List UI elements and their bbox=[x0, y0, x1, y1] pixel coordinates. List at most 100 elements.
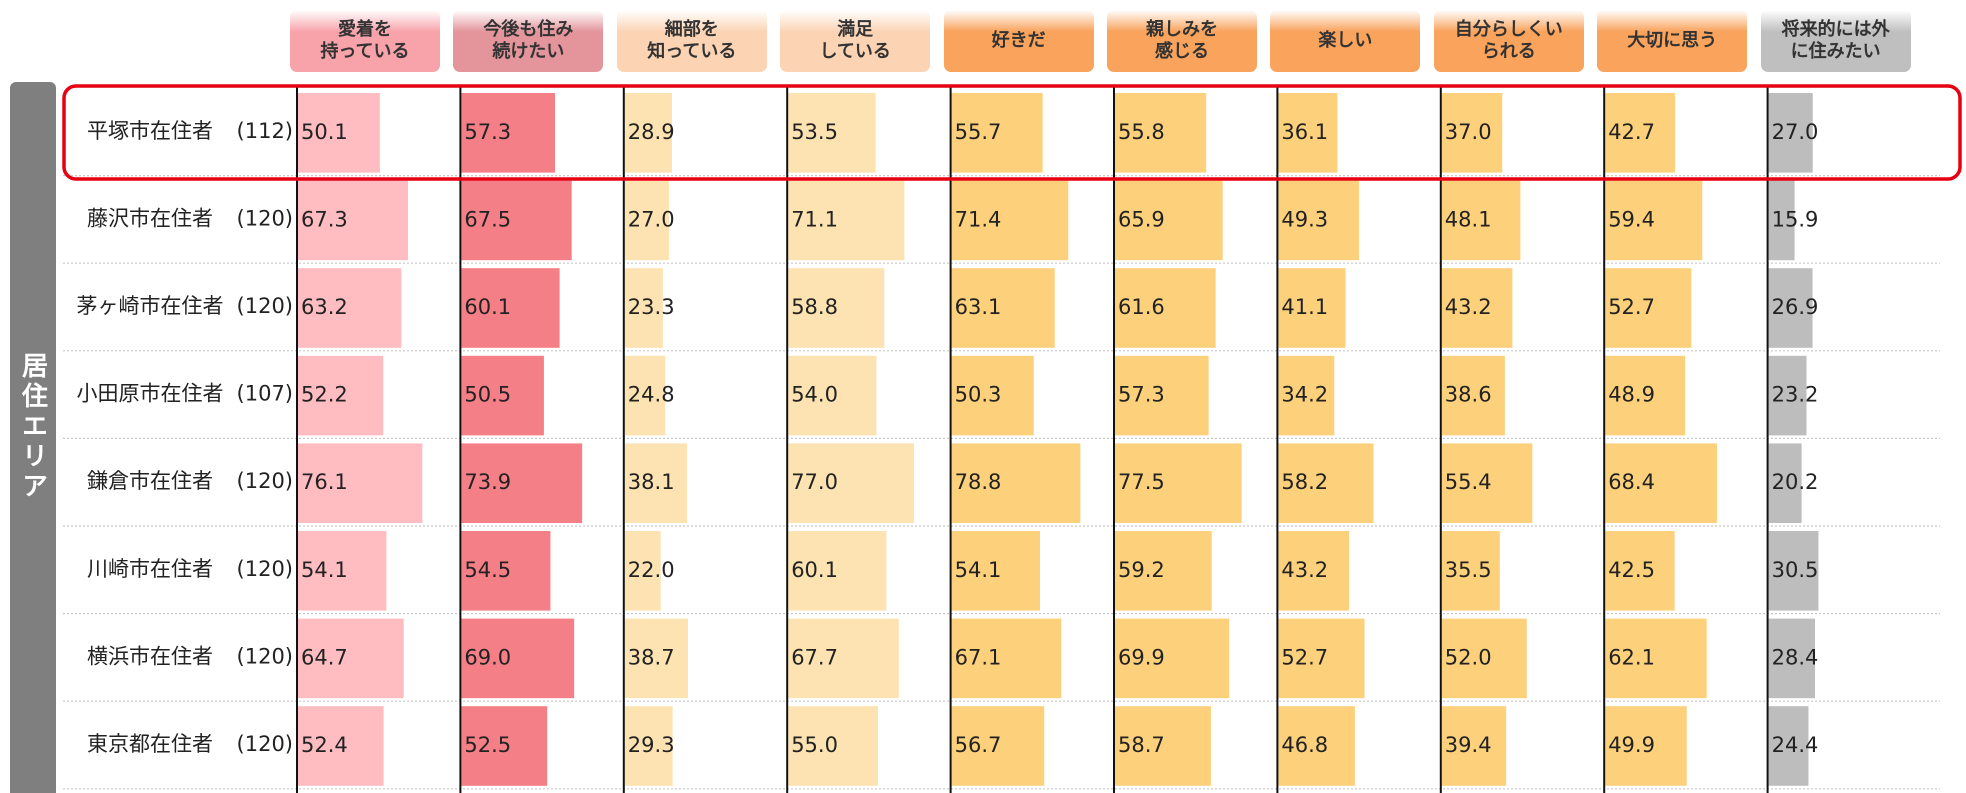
value-label: 61.6 bbox=[1118, 295, 1165, 319]
bar bbox=[298, 531, 387, 611]
row-label: 鎌倉市在住者 bbox=[87, 469, 213, 493]
bar bbox=[1441, 180, 1521, 261]
value-label: 23.2 bbox=[1772, 383, 1819, 407]
bar bbox=[788, 268, 885, 348]
bar bbox=[624, 268, 663, 348]
value-label: 48.9 bbox=[1608, 383, 1655, 407]
value-label: 41.1 bbox=[1281, 295, 1328, 319]
bar bbox=[298, 268, 402, 348]
bar bbox=[1115, 706, 1211, 786]
value-label: 27.0 bbox=[628, 207, 675, 231]
bar bbox=[1605, 355, 1686, 436]
row-label: 東京都在住者 bbox=[87, 732, 213, 756]
value-label: 38.6 bbox=[1445, 383, 1492, 407]
bar bbox=[951, 180, 1069, 261]
value-label: 50.3 bbox=[955, 383, 1002, 407]
bar bbox=[624, 618, 689, 699]
sample-size: (107) bbox=[237, 382, 293, 406]
value-label: 49.3 bbox=[1281, 207, 1328, 231]
value-label: 35.5 bbox=[1445, 558, 1492, 582]
bar bbox=[1278, 355, 1335, 436]
value-label: 29.3 bbox=[628, 733, 675, 757]
value-label: 58.7 bbox=[1118, 733, 1165, 757]
value-label: 68.4 bbox=[1608, 470, 1655, 494]
bar bbox=[461, 355, 544, 436]
row-label: 横浜市在住者 bbox=[87, 644, 213, 668]
value-label: 27.0 bbox=[1772, 120, 1819, 144]
value-label: 49.9 bbox=[1608, 733, 1655, 757]
value-label: 39.4 bbox=[1445, 733, 1492, 757]
bar bbox=[1441, 443, 1533, 523]
bar bbox=[1605, 618, 1707, 699]
bar bbox=[461, 531, 551, 611]
value-label: 57.3 bbox=[464, 120, 511, 144]
bar bbox=[624, 180, 669, 261]
column-header: 親しみを 感じる bbox=[1107, 10, 1257, 72]
bar bbox=[1115, 93, 1207, 173]
bar bbox=[1605, 531, 1675, 611]
value-label: 50.5 bbox=[464, 383, 511, 407]
value-label: 52.7 bbox=[1281, 645, 1328, 669]
bar bbox=[951, 443, 1081, 523]
bar bbox=[788, 443, 915, 523]
bar bbox=[298, 443, 423, 523]
value-label: 28.4 bbox=[1772, 645, 1819, 669]
value-label: 58.8 bbox=[791, 295, 838, 319]
bar bbox=[298, 180, 408, 261]
bar bbox=[1441, 355, 1505, 436]
bar bbox=[951, 93, 1043, 173]
value-label: 58.2 bbox=[1281, 470, 1328, 494]
bar bbox=[624, 93, 673, 173]
value-label: 52.5 bbox=[464, 733, 511, 757]
value-label: 36.1 bbox=[1281, 120, 1328, 144]
bar bbox=[461, 618, 575, 699]
bar bbox=[1115, 443, 1242, 523]
bar bbox=[788, 180, 905, 261]
bar bbox=[1278, 706, 1355, 786]
bar bbox=[1115, 268, 1216, 348]
value-label: 67.5 bbox=[464, 207, 511, 231]
value-label: 77.5 bbox=[1118, 470, 1165, 494]
bar bbox=[1605, 180, 1703, 261]
bar bbox=[1768, 268, 1813, 348]
bar bbox=[1278, 443, 1374, 523]
bar bbox=[624, 355, 666, 436]
value-label: 22.0 bbox=[628, 558, 675, 582]
bar bbox=[1278, 618, 1365, 699]
bar bbox=[951, 706, 1045, 786]
bar bbox=[624, 706, 673, 786]
value-label: 59.4 bbox=[1608, 207, 1655, 231]
bar bbox=[1278, 531, 1349, 611]
value-label: 76.1 bbox=[301, 470, 348, 494]
bar bbox=[1605, 443, 1717, 523]
value-label: 54.1 bbox=[301, 558, 348, 582]
value-label: 57.3 bbox=[1118, 383, 1165, 407]
column-header: 好きだ bbox=[943, 10, 1094, 72]
bar bbox=[1278, 268, 1346, 348]
bar bbox=[1768, 93, 1813, 173]
bar bbox=[461, 706, 548, 786]
value-label: 52.7 bbox=[1608, 295, 1655, 319]
value-label: 69.0 bbox=[464, 645, 511, 669]
value-label: 54.1 bbox=[955, 558, 1002, 582]
value-label: 77.0 bbox=[791, 470, 838, 494]
sample-size: (120) bbox=[237, 732, 293, 756]
value-label: 52.0 bbox=[1445, 645, 1492, 669]
value-label: 71.1 bbox=[791, 207, 838, 231]
column-header: 自分らしくい られる bbox=[1433, 10, 1584, 72]
bar bbox=[1605, 706, 1687, 786]
row-label: 小田原市在住者 bbox=[77, 382, 224, 406]
value-label: 67.3 bbox=[301, 207, 348, 231]
value-label: 24.8 bbox=[628, 383, 675, 407]
value-label: 60.1 bbox=[791, 558, 838, 582]
row-label: 平塚市在住者 bbox=[87, 119, 213, 143]
bar bbox=[1768, 706, 1809, 786]
value-label: 48.1 bbox=[1445, 207, 1492, 231]
bar bbox=[1768, 618, 1816, 699]
bar bbox=[1115, 531, 1212, 611]
value-label: 43.2 bbox=[1445, 295, 1492, 319]
column-header: 細部を 知っている bbox=[616, 10, 767, 72]
bar bbox=[1768, 355, 1807, 436]
bar bbox=[298, 618, 404, 699]
